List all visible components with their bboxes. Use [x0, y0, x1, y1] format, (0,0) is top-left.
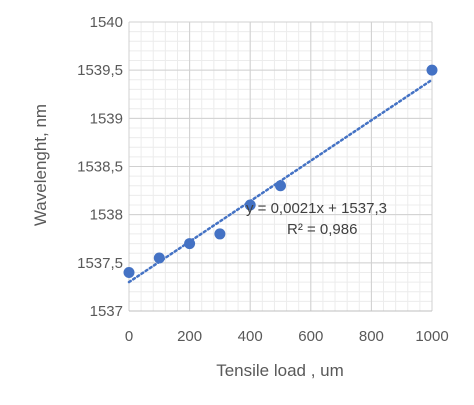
x-tick-label: 200 — [177, 328, 202, 345]
data-point — [123, 266, 135, 278]
y-tick-label: 1538 — [90, 207, 123, 224]
data-point — [153, 252, 165, 264]
x-axis-title: Tensile load , um — [216, 361, 344, 380]
y-tick-label: 1539 — [90, 110, 123, 127]
x-tick-label: 0 — [125, 328, 133, 345]
y-tick-label: 1537,5 — [77, 255, 123, 272]
y-tick-label: 1540 — [90, 14, 123, 31]
r-squared-label: R² = 0,986 — [287, 221, 357, 238]
x-tick-label: 400 — [238, 328, 263, 345]
x-tick-label: 1000 — [415, 328, 448, 345]
y-tick-label: 1537 — [90, 303, 123, 320]
x-tick-label: 800 — [359, 328, 384, 345]
x-tick-labels: 0 200 400 600 800 1000 — [125, 328, 449, 345]
data-points — [123, 64, 438, 278]
major-grid — [128, 21, 433, 312]
data-point — [426, 64, 438, 76]
y-tick-label: 1539,5 — [77, 62, 123, 79]
data-point — [275, 180, 286, 192]
data-point — [184, 238, 196, 250]
y-axis-title: Wavelenght, nm — [31, 104, 50, 226]
y-tick-label: 1538,5 — [77, 159, 123, 176]
data-point — [214, 228, 226, 240]
x-tick-label: 600 — [298, 328, 323, 345]
data-point — [244, 199, 256, 211]
y-tick-labels: 1537 1537,5 1538 1538,5 1539 1539,5 1540 — [77, 14, 123, 320]
trendline-equation: y = 0,0021x + 1537,3 — [246, 200, 387, 217]
